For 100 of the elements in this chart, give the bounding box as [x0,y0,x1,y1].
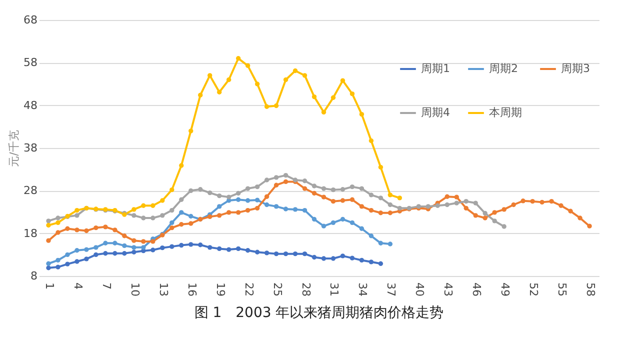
point [454,194,459,200]
y-tick-label: 68 [24,14,38,26]
point [208,245,212,250]
point [302,178,308,184]
x-tick-label: 4 [71,282,84,290]
point [492,210,497,215]
point [388,192,393,198]
point [378,210,384,216]
point [150,248,156,252]
x-tick-label: 43 [442,282,455,296]
point [321,186,326,191]
point [160,198,165,203]
point [56,264,60,270]
point [56,258,60,263]
point [74,259,80,264]
point [198,92,203,98]
point [283,179,288,184]
x-tick-label: 46 [470,282,484,296]
point [292,251,298,256]
point [198,242,203,248]
point [359,258,364,263]
point [578,216,582,220]
x-tick-label: 37 [384,282,398,296]
point [226,194,232,200]
point [236,197,241,202]
point [198,187,203,192]
point [274,103,279,108]
point [388,202,393,208]
point [340,187,346,192]
point [132,245,136,250]
point [112,240,118,246]
point [122,234,127,238]
point [321,194,326,200]
point [302,251,308,256]
point [170,225,174,230]
x-tick-label: 40 [413,282,426,296]
point [46,238,51,243]
point [530,198,535,204]
point [179,163,184,168]
point [312,184,317,188]
point [188,128,194,134]
point [492,218,497,224]
point [330,220,336,226]
point [150,203,156,208]
point [302,208,308,213]
point [340,216,346,222]
point [254,198,260,202]
point [292,68,298,74]
point [236,190,241,196]
point [188,221,194,226]
point [444,202,450,208]
point [388,242,393,246]
point [65,262,70,266]
point [264,104,270,109]
point [170,208,174,213]
point [245,198,250,203]
x-tick-label: 16 [185,282,198,296]
point [141,239,146,244]
point [216,90,222,94]
point [435,203,440,208]
point [321,256,326,261]
point [46,261,51,266]
point [254,184,260,190]
point [568,208,573,214]
point [482,210,488,216]
point [473,200,478,206]
point [464,206,468,210]
point [188,188,194,194]
point [454,200,459,206]
point [359,226,364,231]
point [340,254,346,258]
point [46,222,51,228]
point [74,213,80,218]
legend-label: 本周期 [489,106,522,119]
y-tick-label: 38 [24,142,38,154]
point [321,110,326,114]
point [122,243,127,248]
point [397,196,402,200]
legend-label: 周期3 [561,62,590,75]
point [511,202,516,208]
point [330,187,336,192]
point [274,251,279,256]
point [84,247,89,252]
point [226,247,232,252]
point [350,220,355,226]
point [254,206,260,210]
point [378,261,384,266]
point [312,216,317,222]
point [378,196,384,200]
point [216,193,222,198]
point [254,250,260,254]
point [302,186,308,191]
point [378,240,384,246]
point [330,256,336,261]
point [350,256,355,260]
point [141,203,146,208]
point [283,251,288,256]
point [150,239,156,244]
point [160,246,165,250]
point [368,138,374,144]
